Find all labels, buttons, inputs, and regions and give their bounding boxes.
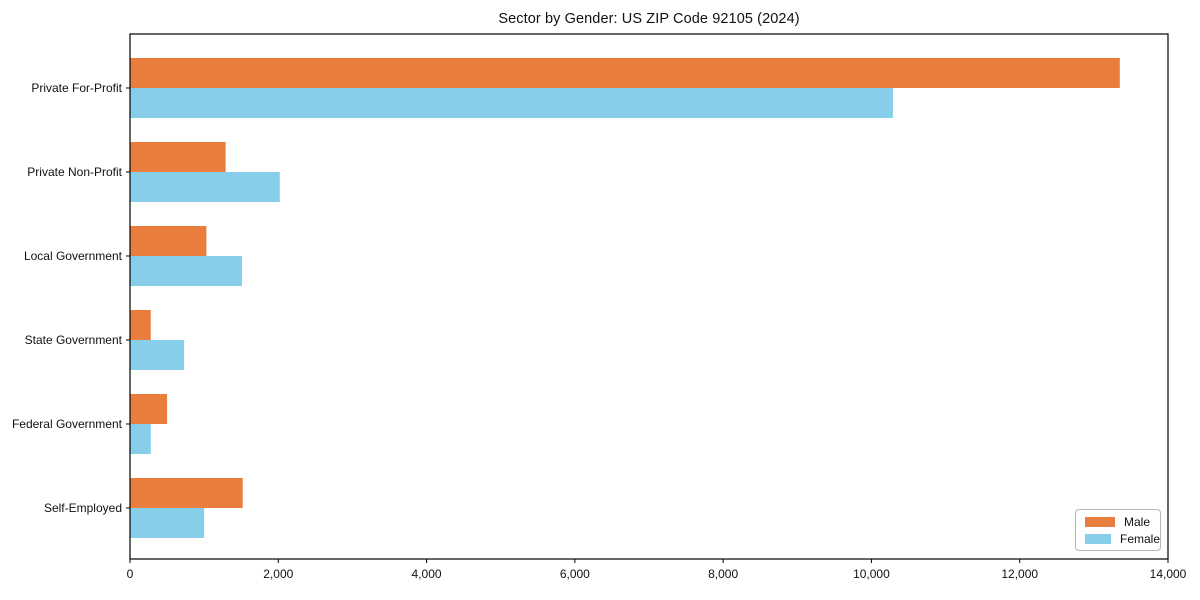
y-tick-label-private-for-profit: Private For-Profit — [31, 81, 122, 95]
x-tick-label-6000: 6,000 — [560, 567, 590, 581]
y-tick-label-local-government: Local Government — [24, 249, 123, 263]
x-tick-label-14000: 14,000 — [1150, 567, 1187, 581]
y-tick-label-self-employed: Self-Employed — [44, 501, 122, 515]
x-tick-label-4000: 4,000 — [412, 567, 442, 581]
bar-male-self-employed — [130, 478, 243, 508]
bar-female-state-government — [130, 340, 185, 370]
bar-female-private-non-profit — [130, 172, 280, 202]
bar-male-federal-government — [130, 394, 168, 424]
legend-label-male: Male — [1124, 514, 1151, 529]
legend-item-female: Female — [1085, 533, 1160, 545]
x-tick-label-10000: 10,000 — [853, 567, 890, 581]
bar-male-private-for-profit — [130, 58, 1120, 88]
x-tick-label-12000: 12,000 — [1001, 567, 1038, 581]
female-series-swatch — [1085, 533, 1111, 544]
bar-female-self-employed — [130, 508, 205, 538]
y-tick-label-state-government: State Government — [25, 333, 123, 347]
x-tick-label-2000: 2,000 — [263, 567, 293, 581]
x-tick-label-8000: 8,000 — [708, 567, 738, 581]
bar-female-private-for-profit — [130, 88, 893, 118]
plot-border — [129, 33, 1169, 560]
x-tick-label-0: 0 — [127, 567, 134, 581]
y-tick-label-federal-government: Federal Government — [12, 417, 123, 431]
legend-label-female: Female — [1119, 531, 1160, 546]
bar-male-state-government — [130, 310, 151, 340]
male-series-swatch — [1085, 516, 1115, 527]
legend: Male Female — [1075, 509, 1161, 551]
bar-female-local-government — [130, 256, 242, 286]
legend-item-male: Male — [1085, 516, 1160, 528]
bar-male-private-non-profit — [130, 142, 226, 172]
bar-male-local-government — [130, 226, 207, 256]
chart-title: Sector by Gender: US ZIP Code 92105 (202… — [498, 11, 800, 27]
y-tick-label-private-non-profit: Private Non-Profit — [27, 165, 122, 179]
bar-female-federal-government — [130, 424, 151, 454]
